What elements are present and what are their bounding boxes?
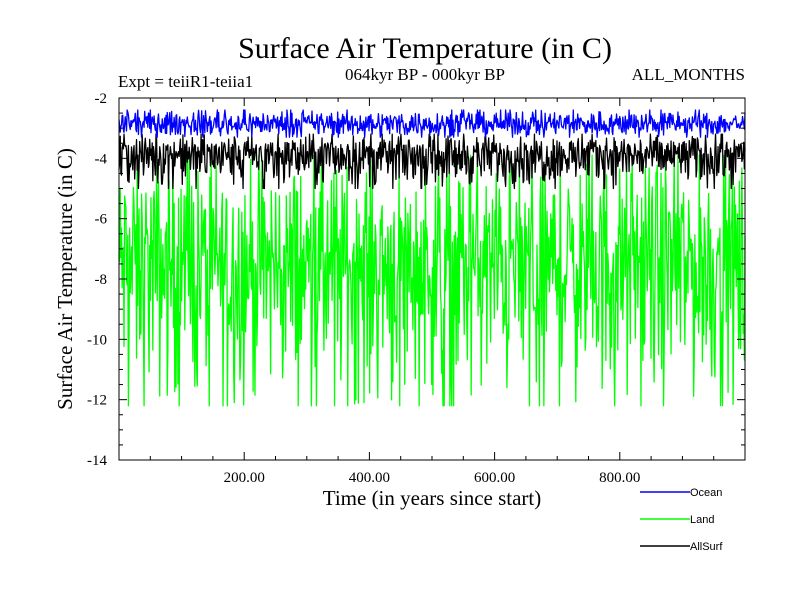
months-label: ALL_MONTHS [632,65,745,84]
y-tick-label: -4 [95,151,108,167]
x-axis-label: Time (in years since start) [323,486,542,510]
y-tick-label: -12 [87,393,107,409]
series-line-ocean [118,109,746,138]
axis-ticks: -2 -4 -6 -8 -10 -12 -14 200.00 400.00 600.00 800.0… [87,91,745,486]
legend: Ocean Land AllSurf [640,487,723,553]
y-tick-label: -6 [95,212,108,228]
plot-series [118,109,746,407]
series-line-allsurf [118,133,746,190]
series-line-land [118,154,746,407]
y-tick-label: -14 [87,453,107,469]
x-tick-label: 400.00 [349,470,390,486]
legend-label-allsurf: AllSurf [690,541,723,553]
x-tick-label: 600.00 [474,470,515,486]
y-tick-label: -8 [95,272,108,288]
period-label: 064kyr BP - 000kyr BP [345,65,505,84]
chart-title: Surface Air Temperature (in C) [238,32,612,65]
experiment-label: Expt = teiiR1-teiia1 [118,72,253,91]
y-axis-label: Surface Air Temperature (in C) [53,148,77,410]
x-tick-label: 200.00 [224,470,265,486]
legend-label-land: Land [690,514,714,526]
x-tick-label: 800.00 [599,470,640,486]
y-tick-label: -2 [95,91,108,107]
y-tick-label: -10 [87,332,107,348]
legend-label-ocean: Ocean [690,487,722,499]
